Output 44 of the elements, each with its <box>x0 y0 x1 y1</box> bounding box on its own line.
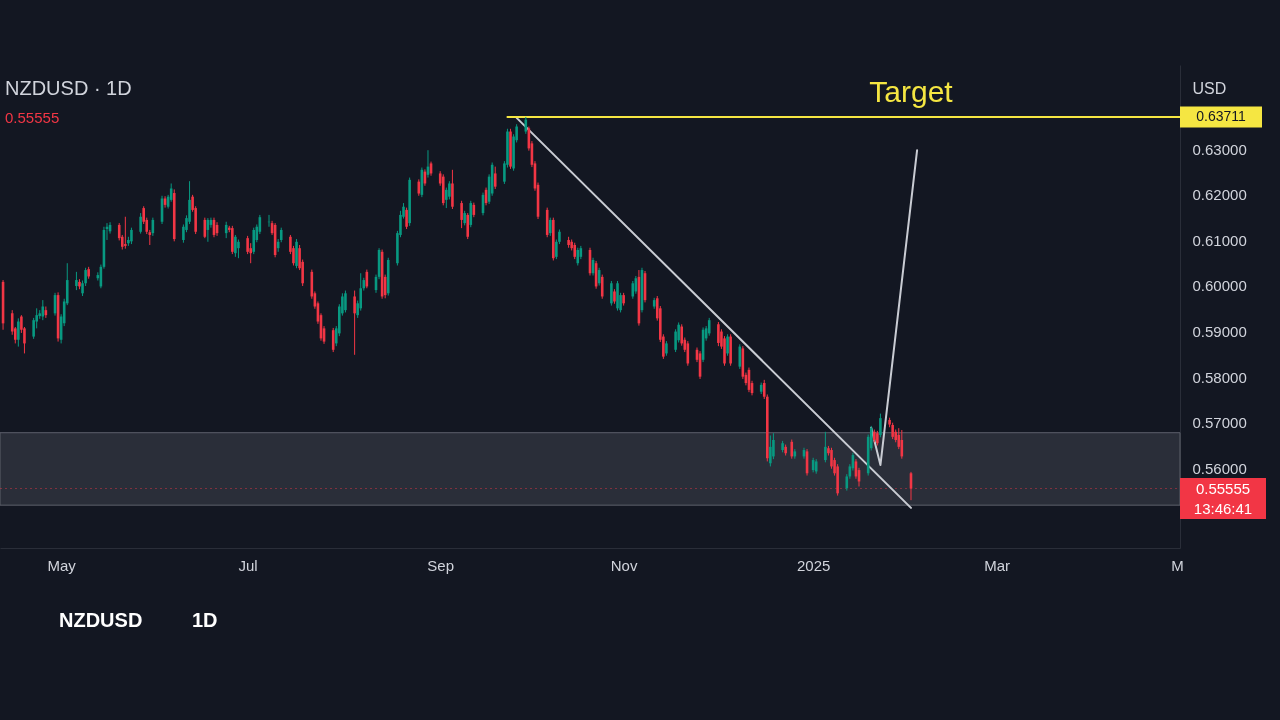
candlestick <box>879 413 882 438</box>
candlestick <box>548 217 552 237</box>
text: 0.55555 <box>5 109 60 126</box>
data-label: 0.63711 <box>1196 107 1246 124</box>
y-axis-title: USD <box>1192 79 1227 97</box>
y-tick-label: 0.57000 <box>1192 414 1247 432</box>
x-tick-label: Sep <box>427 556 455 574</box>
candlestick <box>738 343 742 370</box>
candlestick <box>600 274 604 300</box>
candlestick <box>17 317 20 348</box>
candlestick <box>451 169 454 210</box>
candlestick <box>231 225 234 255</box>
text: NZDUSD · 1D <box>5 77 132 99</box>
ref-line-label: 0.55555 <box>1195 479 1251 497</box>
candlestick <box>717 321 720 347</box>
candlestick <box>252 227 256 255</box>
candlestick <box>331 327 335 353</box>
candlestick <box>405 207 408 230</box>
y-tick-label: 0.58000 <box>1192 368 1247 386</box>
candlestick <box>237 239 240 259</box>
candlestick <box>726 333 729 357</box>
candlestick <box>353 290 356 356</box>
y-tick-label: 0.63000 <box>1192 140 1247 158</box>
x-tick-label: Mar <box>984 556 1010 574</box>
candlestick <box>234 234 237 258</box>
candlestick <box>460 200 463 229</box>
text: NZDUSD <box>59 609 143 631</box>
y-tick-label: 0.62000 <box>1192 186 1247 204</box>
y-tick-label: 0.56000 <box>1192 459 1247 477</box>
text: 1D <box>192 609 218 631</box>
candlestick <box>493 166 497 190</box>
candlestick <box>344 290 347 313</box>
y-tick-label: 0.60000 <box>1192 277 1247 295</box>
y-tick-label: 0.59000 <box>1192 323 1247 341</box>
x-tick-label: Jul <box>238 556 258 574</box>
text: 13:46:41 <box>1193 499 1253 517</box>
y-tick-label: 0.61000 <box>1192 231 1247 249</box>
candlestick <box>139 212 142 235</box>
series-label: Target <box>869 74 954 108</box>
candlestick <box>769 434 772 467</box>
x-tick-label: May <box>47 556 77 574</box>
x-tick-label: M <box>1171 556 1184 574</box>
x-tick-label: Nov <box>610 556 638 574</box>
x-tick-label: 2025 <box>796 556 831 574</box>
